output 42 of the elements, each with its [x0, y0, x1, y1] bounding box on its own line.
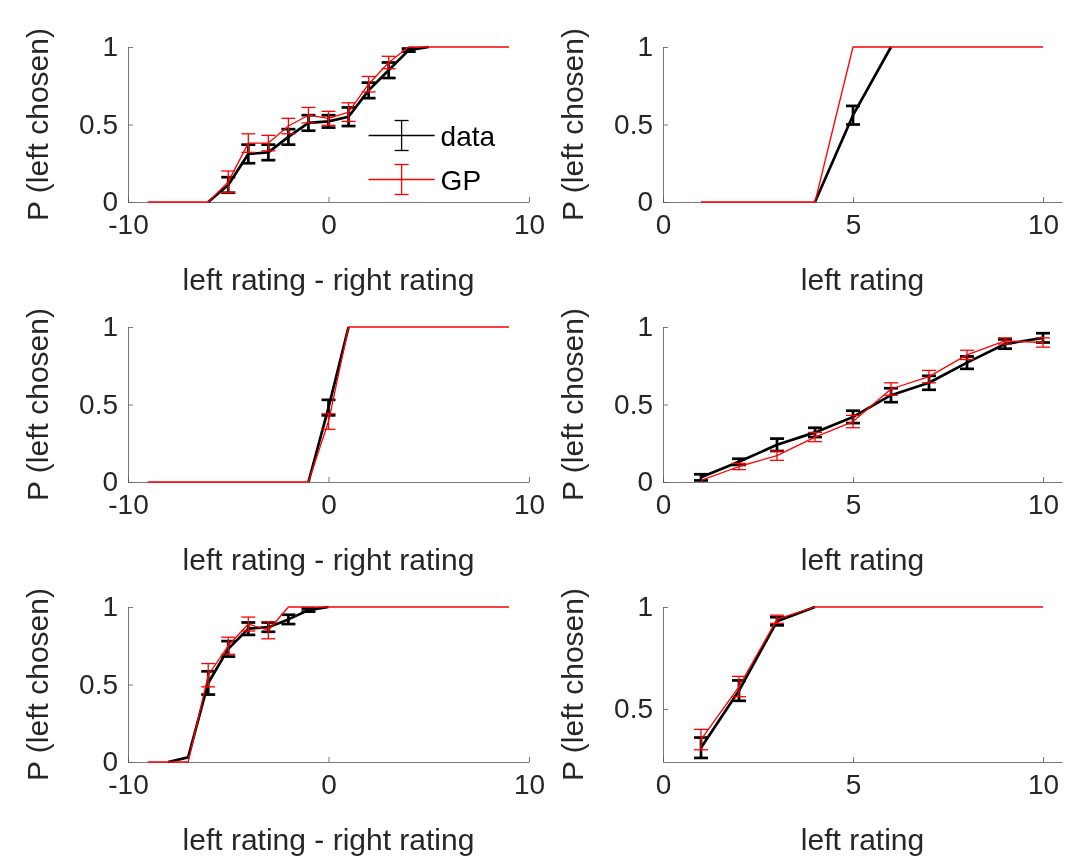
x-tick-label: 10 — [513, 208, 546, 240]
y-tick-label: 0.5 — [614, 108, 653, 140]
x-tick-label: 0 — [321, 208, 337, 240]
y-tick-label: 1 — [102, 311, 118, 343]
y-tick-label: 0 — [637, 186, 653, 218]
legend-label: data — [440, 120, 496, 152]
y-axis-title: P (left chosen) — [556, 308, 589, 501]
y-axis-title: P (left chosen) — [21, 28, 54, 221]
y-axis-title: P (left chosen) — [556, 28, 589, 221]
x-tick-label: 10 — [513, 488, 546, 520]
y-axis-title: P (left chosen) — [556, 588, 589, 781]
x-tick-label: 0 — [321, 488, 337, 520]
x-tick-label: 5 — [845, 208, 862, 240]
x-axis-title: left rating — [800, 543, 925, 576]
legend-label: GP — [440, 164, 482, 196]
y-tick-label: 1 — [637, 591, 653, 623]
x-tick-label: 0 — [321, 768, 337, 800]
y-tick-label: 0.5 — [79, 108, 118, 140]
x-axis-title: left rating — [800, 823, 925, 856]
x-axis-title: left rating - right rating — [182, 823, 475, 856]
x-axis-title: left rating — [800, 263, 925, 296]
x-tick-label: 10 — [1027, 488, 1060, 520]
x-tick-label: 10 — [1027, 768, 1060, 800]
line-series — [147, 46, 510, 203]
y-axis-title: P (left chosen) — [21, 308, 54, 501]
y-tick-label: 1 — [637, 31, 653, 63]
y-tick-label: 1 — [637, 311, 653, 343]
y-tick-label: 0 — [637, 466, 653, 498]
x-tick-label: 5 — [845, 768, 862, 800]
y-tick-label: 0.5 — [79, 668, 118, 700]
x-tick-label: 10 — [1027, 208, 1060, 240]
y-tick-label: 1 — [102, 591, 118, 623]
line-series — [147, 606, 510, 763]
y-axis-title: P (left chosen) — [21, 588, 54, 781]
y-tick-label: 0.5 — [614, 693, 653, 725]
x-tick-label: 10 — [513, 768, 546, 800]
y-tick-label: 0.5 — [614, 388, 653, 420]
x-axis-title: left rating - right rating — [182, 543, 475, 576]
x-axis-title: left rating - right rating — [182, 263, 475, 296]
y-tick-label: 1 — [102, 31, 118, 63]
y-tick-label: 0.5 — [79, 388, 118, 420]
x-tick-label: 5 — [845, 488, 862, 520]
